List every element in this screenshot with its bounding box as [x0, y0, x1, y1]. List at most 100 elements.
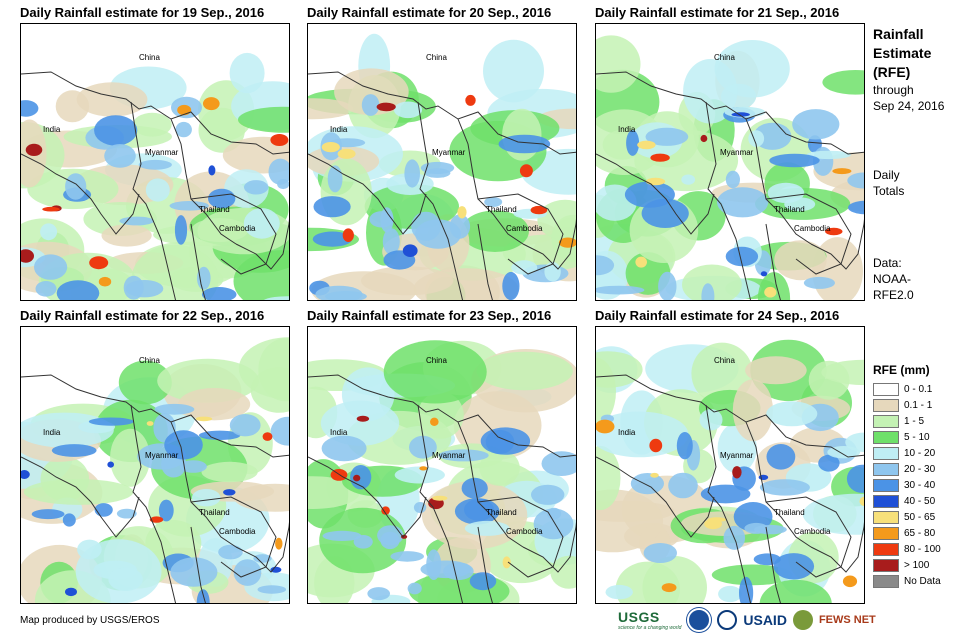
country-border [130, 404, 177, 603]
rain-area [361, 266, 454, 296]
country-border [765, 496, 852, 578]
heavy-rain-area [149, 516, 164, 523]
coastline [765, 223, 781, 300]
rain-area [596, 255, 615, 276]
rain-area [818, 454, 840, 472]
coastline [596, 153, 715, 235]
rain-area [596, 489, 664, 553]
rain-area [464, 520, 510, 536]
rain-area [479, 449, 520, 486]
label-myanmar: Myanmar [432, 148, 466, 157]
heavy-rain-area [530, 205, 548, 215]
rain-area [169, 201, 209, 211]
rain-area [132, 112, 172, 137]
heavy-rain-area [732, 466, 742, 479]
rain-area [321, 435, 367, 462]
map-credit: Map produced by USGS/EROS [20, 615, 160, 626]
legend-title: RFE (mm) [873, 363, 930, 377]
legend-label: 30 - 40 [904, 479, 936, 491]
coastline [235, 521, 289, 573]
rain-area [438, 449, 489, 462]
rain-area [76, 82, 148, 117]
legend-label: 40 - 50 [904, 495, 936, 507]
legend-label: 20 - 30 [904, 463, 936, 475]
rain-area [40, 223, 58, 241]
rain-area [367, 587, 390, 601]
legend-label: 50 - 65 [904, 511, 936, 523]
map-canvas: China India Myanmar Thailand Cambodia [21, 52, 289, 300]
label-india: India [330, 428, 348, 437]
rain-area [759, 479, 810, 496]
rain-area [110, 428, 150, 487]
rain-area [191, 489, 221, 507]
heavy-rain-area [731, 112, 750, 117]
rain-area [454, 498, 500, 525]
rain-area [596, 285, 645, 295]
rain-area [759, 579, 832, 603]
rain-area [268, 158, 289, 185]
label-thailand: Thailand [774, 205, 805, 214]
rain-area [208, 188, 236, 209]
coastline [477, 223, 493, 300]
map-panel: Daily Rainfall estimate for 23 Sep., 201… [307, 308, 577, 608]
heavy-rain-area [465, 94, 476, 106]
rain-area [191, 218, 249, 243]
data-line-2: NOAA- [873, 272, 912, 286]
coastline [522, 521, 576, 573]
rain-area [118, 360, 172, 405]
coastline [810, 521, 864, 573]
rain-area [361, 94, 380, 116]
label-india: India [43, 125, 61, 134]
map-panel: Daily Rainfall estimate for 21 Sep., 201… [595, 5, 865, 305]
rain-area [62, 513, 76, 527]
label-cambodia: Cambodia [794, 527, 831, 536]
heavy-rain-area [146, 421, 154, 426]
rain-area [116, 508, 137, 519]
heavy-rain-area [25, 143, 43, 156]
legend-label: > 100 [904, 559, 930, 571]
rain-area [417, 391, 464, 439]
rain-area [676, 432, 693, 460]
rain-area [88, 417, 134, 426]
rain-area [233, 250, 289, 300]
label-thailand: Thailand [774, 508, 805, 517]
legend-item: 0 - 0.1 [873, 381, 941, 397]
rain-area [393, 101, 423, 119]
rain-area [198, 430, 241, 440]
rain-area [175, 121, 192, 138]
rain-area [766, 444, 796, 470]
country-border [477, 496, 564, 578]
rainfall-map: China India Myanmar Thailand Cambodia [595, 326, 865, 604]
rain-area [626, 130, 640, 156]
rain-area [739, 576, 754, 603]
heavy-rain-area [42, 206, 60, 212]
rain-area [803, 276, 835, 289]
rain-area [312, 231, 353, 247]
rain-area [201, 287, 237, 300]
heavy-rain-area [402, 244, 418, 257]
rain-area [198, 107, 245, 153]
heavy-rain-area [457, 206, 467, 219]
heavy-rain-area [645, 177, 666, 186]
legend-label: 0 - 0.1 [904, 383, 933, 395]
title-line-2: Estimate [873, 45, 932, 61]
rain-area [769, 153, 820, 168]
rain-area [313, 196, 351, 218]
label-cambodia: Cambodia [219, 224, 256, 233]
country-border [308, 71, 576, 155]
heavy-rain-area [195, 416, 213, 422]
rain-area [23, 479, 134, 505]
legend-swatch [873, 494, 899, 508]
rain-area [411, 211, 441, 241]
rain-area [424, 168, 451, 178]
heavy-rain-area [760, 271, 768, 277]
country-border [417, 404, 464, 603]
legend-swatch [873, 478, 899, 492]
rain-area [533, 508, 574, 540]
legend-label: 65 - 80 [904, 527, 936, 539]
label-cambodia: Cambodia [794, 224, 831, 233]
rain-area [718, 585, 742, 603]
coastline [308, 153, 427, 235]
heavy-rain-area [859, 496, 864, 506]
panel-title: Daily Rainfall estimate for 24 Sep., 201… [595, 308, 840, 323]
